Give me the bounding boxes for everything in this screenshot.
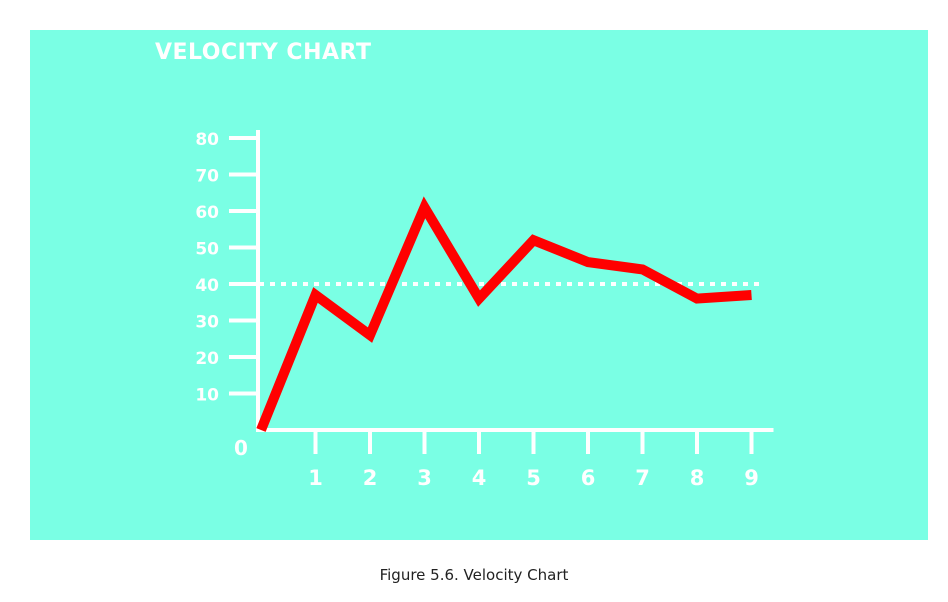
y-tick-label-50: 50 <box>195 240 219 260</box>
figure-caption: Figure 5.6. Velocity Chart <box>379 566 569 584</box>
x-tick-label-6: 6 <box>581 466 596 490</box>
x-tick-label-8: 8 <box>690 466 705 490</box>
origin-label: 0 <box>234 436 248 460</box>
y-tick-label-80: 80 <box>195 130 219 150</box>
y-tick-label-30: 30 <box>195 313 219 333</box>
x-tick-label-4: 4 <box>472 466 487 490</box>
x-tick-label-5: 5 <box>526 466 541 490</box>
y-tick-label-40: 40 <box>195 276 219 296</box>
x-tick-label-9: 9 <box>744 466 759 490</box>
y-tick-label-10: 10 <box>195 386 219 406</box>
x-tick-label-1: 1 <box>308 466 323 490</box>
y-tick-label-60: 60 <box>195 203 219 223</box>
series-line-0 <box>256 196 752 432</box>
chart-title: VELOCITY CHART <box>155 40 372 65</box>
y-tick-label-70: 70 <box>195 167 219 187</box>
x-tick-label-2: 2 <box>363 466 378 490</box>
x-tick-label-7: 7 <box>635 466 650 490</box>
x-tick-label-3: 3 <box>417 466 432 490</box>
y-tick-label-20: 20 <box>195 349 219 369</box>
